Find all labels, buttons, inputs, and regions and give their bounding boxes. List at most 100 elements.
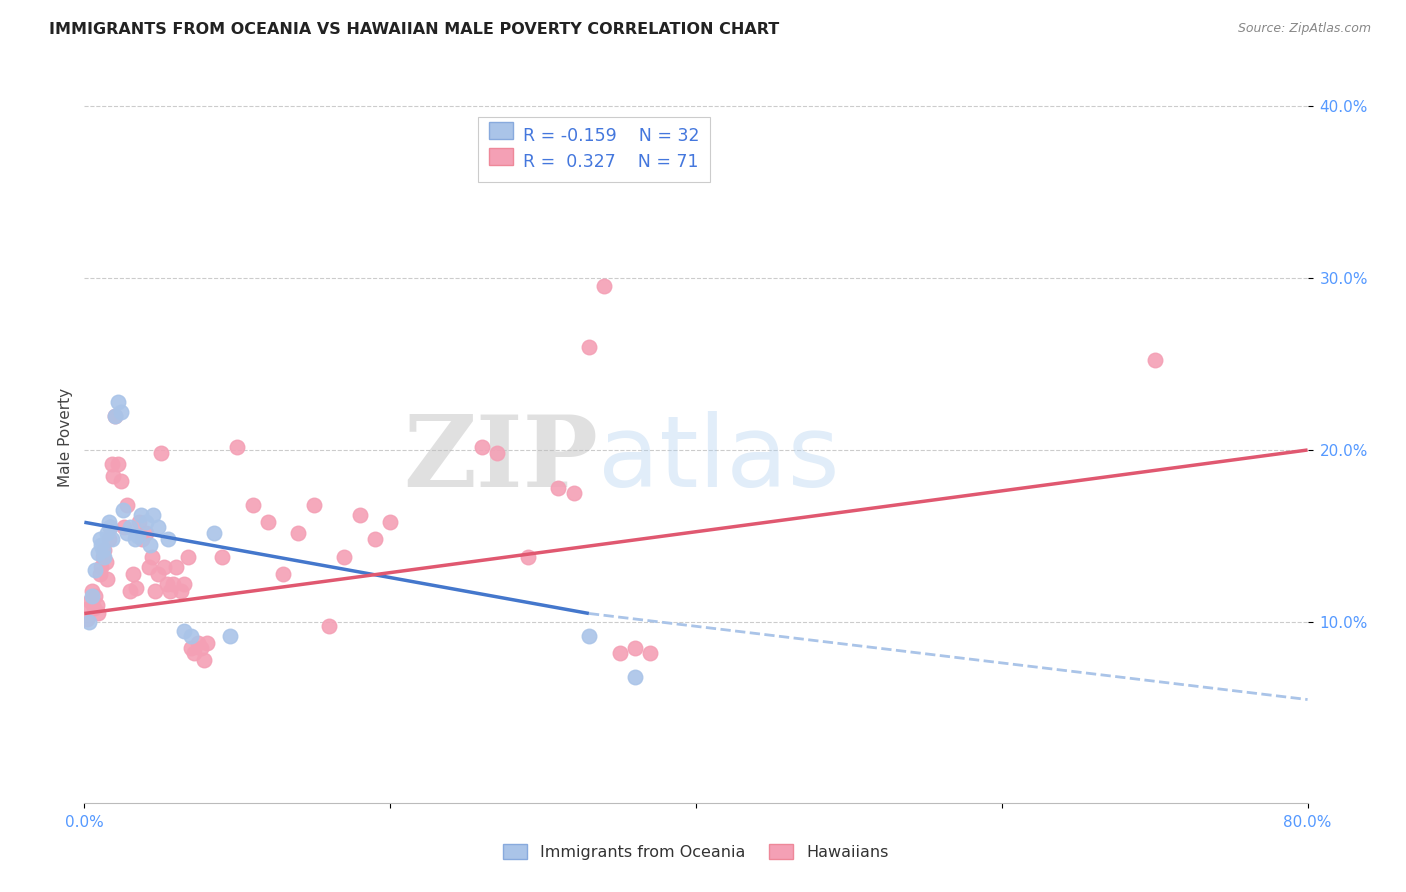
Point [170, 584, 193, 599]
Point [87, 607, 110, 621]
Point [195, 636, 218, 650]
Point [125, 581, 148, 595]
Point [578, 629, 600, 643]
Point [97, 533, 120, 547]
Point [87, 546, 110, 560]
Point [149, 446, 172, 460]
Point [257, 516, 280, 530]
Point [120, 584, 142, 599]
Point [77, 615, 100, 629]
Point [79, 594, 101, 608]
Point [76, 612, 98, 626]
Point [129, 508, 152, 523]
Point [135, 525, 157, 540]
Point [80, 584, 103, 599]
Point [562, 486, 585, 500]
Point [173, 577, 195, 591]
Point [110, 474, 132, 488]
Point [110, 405, 132, 419]
Point [173, 624, 195, 638]
Point [190, 640, 212, 655]
Point [242, 498, 264, 512]
Point [302, 498, 325, 512]
Point [1143, 353, 1166, 368]
Point [183, 646, 205, 660]
Point [638, 646, 661, 660]
Point [547, 481, 569, 495]
Point [107, 457, 129, 471]
Point [77, 601, 100, 615]
Point [193, 653, 215, 667]
Point [93, 542, 115, 557]
Point [96, 525, 118, 540]
Point [94, 555, 117, 569]
Point [516, 549, 538, 564]
Point [80, 589, 103, 603]
Point [139, 538, 162, 552]
Point [115, 498, 138, 512]
Point [142, 508, 165, 523]
Point [111, 503, 134, 517]
Point [226, 440, 249, 454]
Point [91, 549, 114, 564]
Point [159, 584, 181, 599]
Point [90, 560, 112, 574]
Text: atlas: atlas [598, 410, 839, 508]
Point [364, 533, 387, 547]
Point [165, 560, 187, 574]
Point [127, 529, 149, 543]
Point [177, 549, 200, 564]
Point [84, 564, 107, 578]
Point [624, 670, 647, 684]
Legend: Immigrants from Oceania, Hawaiians: Immigrants from Oceania, Hawaiians [495, 836, 897, 868]
Point [141, 549, 163, 564]
Point [120, 520, 142, 534]
Point [101, 457, 124, 471]
Point [471, 440, 494, 454]
Point [104, 409, 127, 423]
Point [98, 520, 121, 534]
Point [333, 549, 356, 564]
Point [135, 516, 157, 530]
Point [486, 446, 509, 460]
Point [578, 340, 600, 354]
Point [112, 520, 135, 534]
Point [624, 640, 647, 655]
Point [90, 538, 112, 552]
Point [138, 560, 160, 574]
Point [93, 549, 115, 564]
Point [211, 549, 233, 564]
Point [101, 533, 124, 547]
Text: IMMIGRANTS FROM OCEANIA VS HAWAIIAN MALE POVERTY CORRELATION CHART: IMMIGRANTS FROM OCEANIA VS HAWAIIAN MALE… [49, 22, 779, 37]
Point [98, 520, 121, 534]
Point [318, 618, 340, 632]
Text: ZIP: ZIP [404, 410, 598, 508]
Point [103, 468, 125, 483]
Point [131, 533, 153, 547]
Point [83, 601, 105, 615]
Point [156, 577, 179, 591]
Point [124, 533, 146, 547]
Point [146, 566, 169, 581]
Point [96, 572, 118, 586]
Point [115, 525, 138, 540]
Text: Source: ZipAtlas.com: Source: ZipAtlas.com [1237, 22, 1371, 36]
Point [89, 566, 111, 581]
Point [84, 589, 107, 603]
Y-axis label: Male Poverty: Male Poverty [58, 387, 73, 487]
Point [180, 629, 202, 643]
Point [143, 584, 166, 599]
Point [146, 520, 169, 534]
Point [97, 516, 120, 530]
Point [609, 646, 631, 660]
Point [593, 279, 616, 293]
Point [91, 542, 114, 557]
Point [380, 516, 402, 530]
Point [180, 640, 202, 655]
Point [157, 533, 180, 547]
Point [287, 525, 309, 540]
Point [218, 629, 240, 643]
Point [122, 566, 145, 581]
Point [271, 566, 294, 581]
Point [202, 525, 225, 540]
